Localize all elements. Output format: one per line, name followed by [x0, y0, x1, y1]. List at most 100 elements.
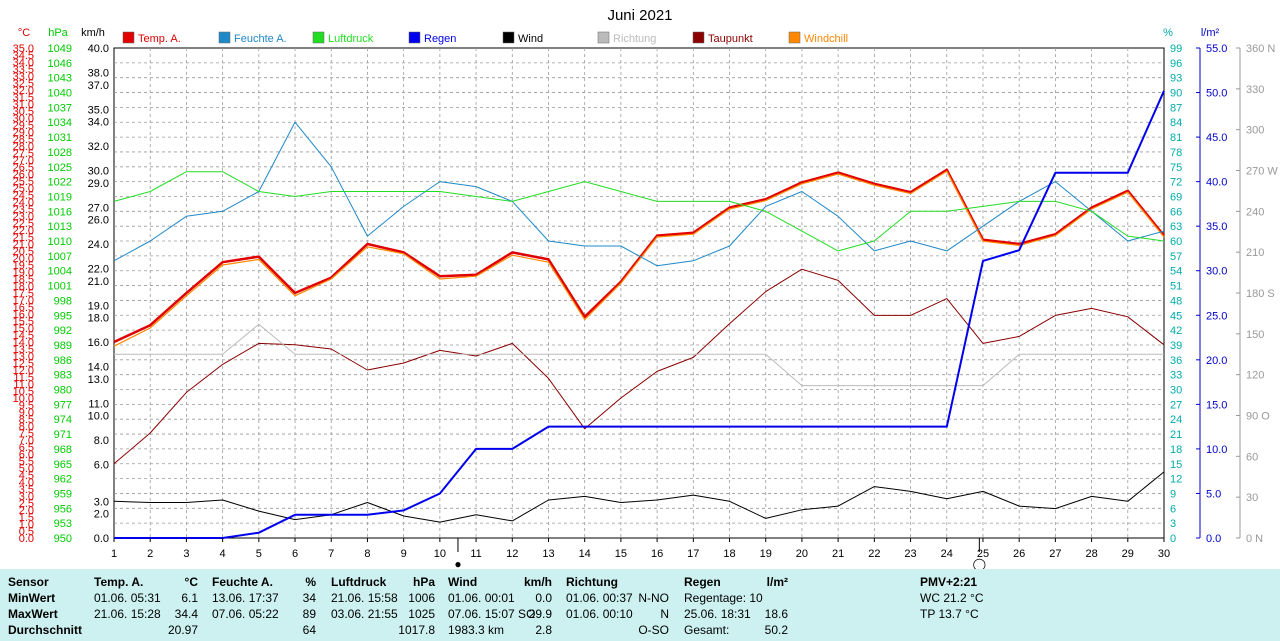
- temp-tick-label: 33.5: [13, 64, 34, 76]
- temp-tick-label: 7.0: [19, 435, 34, 447]
- legend-label: Feuchte A.: [234, 33, 287, 45]
- wind-max-time: 07.06. 15:07 SO: [448, 607, 536, 621]
- temp-tick-label: 7.5: [19, 428, 34, 440]
- temp-tick-label: 28.0: [13, 141, 34, 153]
- temp-tick-label: 29.0: [13, 127, 34, 139]
- temp-avg-value: 20.97: [167, 623, 198, 637]
- temp-tick-label: 32.0: [13, 85, 34, 97]
- temp-tick-label: 25.5: [13, 176, 34, 188]
- direction-tick-label: 330: [1246, 84, 1264, 96]
- x-tick-label: 25: [977, 548, 989, 560]
- pressure-tick-label: 968: [54, 444, 72, 456]
- pmv-windchill: WC 21.2 °C: [920, 591, 984, 605]
- pressure-tick-label: 980: [54, 385, 72, 397]
- sensor-header: Sensor: [8, 575, 49, 589]
- humidity-tick-label: 66: [1170, 206, 1182, 218]
- humidity-tick-label: 0: [1170, 533, 1176, 545]
- temp-tick-label: 22.0: [13, 225, 34, 237]
- pressure-tick-label: 1013: [48, 221, 72, 233]
- wind-tick-label: 14.0: [88, 362, 109, 374]
- temp-tick-label: 9.5: [19, 400, 34, 412]
- series-line-richtung: [114, 323, 1164, 387]
- pressure-tick-label: 1001: [48, 281, 72, 293]
- rain-days: Regentage: 10: [684, 591, 763, 605]
- wind-min-value: 0.0: [535, 591, 552, 605]
- direction-max-value: N: [660, 607, 669, 621]
- rain-total-value: 50.2: [764, 623, 788, 637]
- temp-axis-unit: °C: [18, 27, 30, 39]
- temp-tick-label: 9.0: [19, 407, 34, 419]
- chart-title: Juni 2021: [607, 7, 672, 24]
- x-tick-label: 5: [256, 548, 262, 560]
- wind-tick-label: 3.0: [94, 496, 109, 508]
- pressure-tick-label: 1019: [48, 191, 72, 203]
- humidity-tick-label: 12: [1170, 474, 1182, 486]
- direction-tick-label: 60: [1246, 451, 1258, 463]
- temp-tick-label: 20.0: [13, 253, 34, 265]
- temp-tick-label: 22.5: [13, 218, 34, 230]
- wind-tick-label: 32.0: [88, 141, 109, 153]
- x-tick-label: 17: [687, 548, 699, 560]
- pressure-max-time: 03.06. 21:55: [331, 607, 398, 621]
- humidity-min-value: 34: [302, 591, 316, 605]
- pressure-tick-label: 1016: [48, 206, 72, 218]
- rain-header: Regen: [684, 575, 721, 589]
- temp-tick-label: 21.0: [13, 239, 34, 251]
- temp-tick-label: 2.0: [19, 505, 34, 517]
- temp-tick-label: 16.5: [13, 302, 34, 314]
- rain-max-value: 18.6: [764, 607, 788, 621]
- wind-tick-label: 21.0: [88, 276, 109, 288]
- pressure-header: Luftdruck: [331, 575, 387, 589]
- direction-tick-label: 270 W: [1246, 166, 1278, 178]
- direction-tick-label: 120: [1246, 370, 1264, 382]
- wind-tick-label: 26.0: [88, 215, 109, 227]
- x-tick-label: 7: [328, 548, 334, 560]
- wind-header: Wind: [448, 575, 478, 589]
- rain-tick-label: 5.0: [1206, 488, 1221, 500]
- rain-tick-label: 55.0: [1206, 43, 1227, 55]
- rain-tick-label: 30.0: [1206, 266, 1227, 278]
- rain-axis-unit: l/m²: [1201, 27, 1220, 39]
- legend-label: Luftdruck: [328, 33, 374, 45]
- minwert-label: MinWert: [8, 591, 56, 605]
- temp-tick-label: 1.5: [19, 512, 34, 524]
- humidity-tick-label: 81: [1170, 132, 1182, 144]
- direction-tick-label: 150: [1246, 329, 1264, 341]
- rain-tick-label: 50.0: [1206, 88, 1227, 100]
- series-line-luftdruck: [113, 171, 1165, 252]
- humidity-tick-label: 99: [1170, 43, 1182, 55]
- pressure-tick-label: 1031: [48, 132, 72, 144]
- pressure-tick-label: 989: [54, 340, 72, 352]
- series-line-windchill: [113, 170, 1165, 347]
- temp-tick-label: 30.5: [13, 106, 34, 118]
- humidity-tick-label: 78: [1170, 147, 1182, 159]
- humidity-header: Feuchte A.: [212, 575, 273, 589]
- series-line-feuchte-a: [113, 121, 1165, 267]
- humidity-tick-label: 6: [1170, 503, 1176, 515]
- legend-label: Windchill: [804, 33, 848, 45]
- x-tick-label: 16: [651, 548, 663, 560]
- temp-tick-label: 26.5: [13, 162, 34, 174]
- pressure-tick-label: 1022: [48, 177, 72, 189]
- legend-swatch: [692, 31, 705, 44]
- wind-tick-label: 18.0: [88, 313, 109, 325]
- pressure-tick-label: 992: [54, 325, 72, 337]
- x-tick-label: 6: [292, 548, 298, 560]
- temp-tick-label: 29.5: [13, 120, 34, 132]
- humidity-tick-label: 63: [1170, 221, 1182, 233]
- x-tick-label: 14: [579, 548, 591, 560]
- legend-label: Taupunkt: [708, 33, 753, 45]
- humidity-tick-label: 3: [1170, 518, 1176, 530]
- rain-max-time: 25.06. 18:31: [684, 607, 751, 621]
- humidity-tick-label: 39: [1170, 340, 1182, 352]
- direction-max-time: 01.06. 00:10: [566, 607, 633, 621]
- temp-tick-label: 26.0: [13, 169, 34, 181]
- temp-tick-label: 8.5: [19, 414, 34, 426]
- legend-swatch: [502, 31, 515, 44]
- direction-avg-value: O-SO: [638, 623, 669, 637]
- wind-tick-label: 38.0: [88, 68, 109, 80]
- temp-min-time: 01.06. 05:31: [94, 591, 161, 605]
- pressure-tick-label: 998: [54, 295, 72, 307]
- temp-tick-label: 6.0: [19, 449, 34, 461]
- x-tick-label: 19: [760, 548, 772, 560]
